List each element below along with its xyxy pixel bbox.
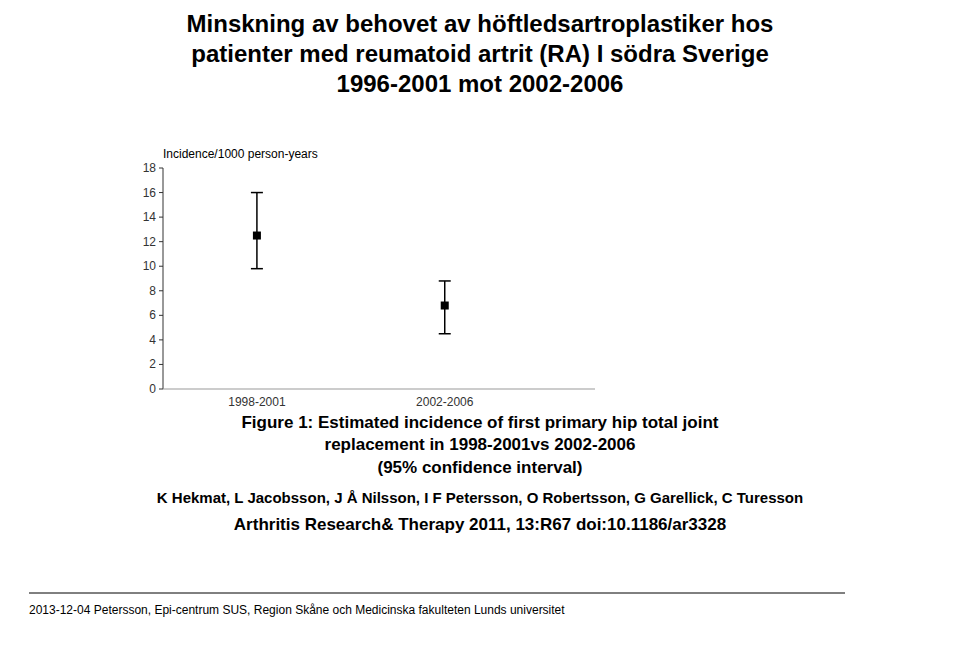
y-tick bbox=[159, 192, 163, 193]
title: Minskning av behovet av höftledsartropla… bbox=[187, 10, 774, 37]
x-tick-label: 2002-2006 bbox=[416, 395, 474, 409]
y-tick-label: 16 bbox=[143, 186, 157, 200]
separator bbox=[29, 593, 845, 594]
y-tick-label: 4 bbox=[149, 333, 156, 347]
x-axis-line bbox=[163, 389, 595, 390]
annotation: K Hekmat, L Jacobsson, J Å Nilsson, I F … bbox=[157, 489, 803, 506]
y-tick bbox=[159, 168, 163, 169]
error-cap-upper bbox=[439, 280, 451, 282]
annotation: (95% confidence interval) bbox=[377, 458, 582, 477]
y-tick bbox=[159, 241, 163, 242]
annotation: replacement in 1998-2001vs 2002-2006 bbox=[325, 435, 636, 454]
y-tick-label: 18 bbox=[143, 161, 157, 175]
error-cap-upper bbox=[251, 192, 263, 194]
footer: 2013-12-04 Petersson, Epi-centrum SUS, R… bbox=[29, 603, 565, 617]
error-cap-lower bbox=[439, 333, 451, 335]
y-tick-label: 6 bbox=[149, 308, 156, 322]
y-tick-label: 12 bbox=[143, 235, 157, 249]
title: patienter med reumatoid artrit (RA) I sö… bbox=[191, 40, 768, 67]
y-tick bbox=[159, 217, 163, 218]
y-tick bbox=[159, 266, 163, 267]
annotation: Figure 1: Estimated incidence of first p… bbox=[241, 413, 718, 432]
y-tick bbox=[159, 290, 163, 291]
y-axis-label: Incidence/1000 person-years bbox=[163, 147, 318, 161]
title: 1996-2001 mot 2002-2006 bbox=[337, 70, 624, 97]
y-axis: 0 2 4 6 8 10 12 14 16 18 bbox=[143, 161, 163, 396]
y-tick-label: 14 bbox=[143, 210, 157, 224]
point bbox=[253, 232, 261, 240]
x-tick-label: 1998-2001 bbox=[228, 395, 286, 409]
error-cap-lower bbox=[251, 268, 263, 270]
error-bar bbox=[256, 193, 258, 269]
y-tick bbox=[159, 389, 163, 390]
y-axis-line bbox=[163, 168, 164, 389]
marks bbox=[251, 193, 451, 334]
point bbox=[441, 302, 449, 310]
y-tick bbox=[159, 364, 163, 365]
annotation: Arthritis Research& Therapy 2011, 13:R67… bbox=[234, 515, 726, 534]
y-tick-label: 10 bbox=[143, 259, 157, 273]
y-tick-label: 0 bbox=[149, 382, 156, 396]
y-tick-label: 2 bbox=[149, 357, 156, 371]
y-tick bbox=[159, 339, 163, 340]
y-tick bbox=[159, 315, 163, 316]
chart: Minskning av behovet av höftledsartropla… bbox=[0, 0, 960, 670]
y-tick-label: 8 bbox=[149, 284, 156, 298]
